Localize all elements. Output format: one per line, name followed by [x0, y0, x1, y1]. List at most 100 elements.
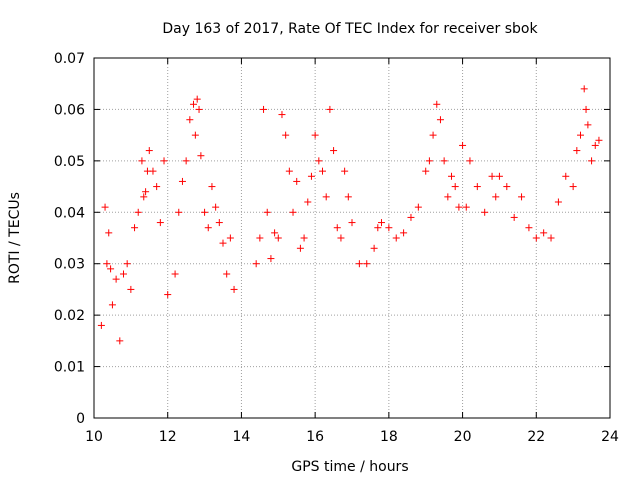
data-point [554, 198, 562, 206]
axis-ticks: 0 0.01 0.02 0.03 0.04 0.05 0.06 0.07 10 12 14 16 18 2… [54, 51, 619, 445]
data-point [219, 239, 227, 247]
data-point [215, 219, 223, 227]
data-point [103, 260, 111, 268]
data-point [190, 100, 198, 108]
x-axis-label: GPS time / hours [291, 459, 408, 475]
data-point [407, 213, 415, 221]
data-point [488, 172, 496, 180]
data-point [193, 95, 201, 103]
data-point [252, 260, 260, 268]
data-point [186, 116, 194, 124]
data-point [116, 337, 124, 345]
data-point [307, 172, 315, 180]
y-tick-label: 0.05 [54, 154, 85, 170]
x-tick-label: 22 [527, 429, 545, 445]
data-point [355, 260, 363, 268]
data-point [322, 193, 330, 201]
data-point [315, 157, 323, 165]
data-point [296, 244, 304, 252]
data-point [451, 183, 459, 191]
x-tick-label: 14 [233, 429, 251, 445]
y-tick-label: 0.03 [54, 257, 85, 273]
chart-title: Day 163 of 2017, Rate Of TEC Index for r… [162, 21, 538, 37]
data-point [584, 121, 592, 129]
data-point [436, 116, 444, 124]
data-point [595, 136, 603, 144]
data-point [503, 183, 511, 191]
data-point [256, 234, 264, 242]
x-tick-label: 18 [380, 429, 398, 445]
data-point [293, 177, 301, 185]
data-point [201, 208, 209, 216]
data-point [108, 301, 116, 309]
data-point [495, 172, 503, 180]
data-point [370, 244, 378, 252]
data-point [105, 229, 113, 237]
data-point [212, 203, 220, 211]
data-point [462, 203, 470, 211]
data-point [573, 147, 581, 155]
data-point [532, 234, 540, 242]
data-point [311, 131, 319, 139]
data-point [562, 172, 570, 180]
data-point [363, 260, 371, 268]
x-tick-label: 10 [85, 429, 103, 445]
data-point [197, 152, 205, 160]
data-point [223, 270, 231, 278]
data-point [429, 131, 437, 139]
data-point [271, 229, 279, 237]
data-points [97, 85, 603, 345]
data-point [149, 167, 157, 175]
data-point [208, 183, 216, 191]
data-point [164, 291, 172, 299]
data-point [123, 260, 131, 268]
data-point [260, 105, 268, 113]
data-point [282, 131, 290, 139]
data-point [156, 219, 164, 227]
data-point [97, 321, 105, 329]
data-point [433, 100, 441, 108]
data-point [230, 285, 238, 293]
data-point [377, 219, 385, 227]
data-point [142, 188, 150, 196]
data-point [191, 131, 199, 139]
x-tick-label: 12 [159, 429, 177, 445]
data-point [131, 224, 139, 232]
data-point [510, 213, 518, 221]
data-point [444, 193, 452, 201]
data-point [385, 224, 393, 232]
data-point [119, 270, 127, 278]
data-point [127, 285, 135, 293]
data-point [440, 157, 448, 165]
data-point [226, 234, 234, 242]
data-point [459, 141, 467, 149]
data-point [138, 157, 146, 165]
data-point [145, 147, 153, 155]
data-point [337, 234, 345, 242]
y-tick-label: 0.07 [54, 51, 85, 67]
data-point [588, 157, 596, 165]
data-point [263, 208, 271, 216]
data-point [414, 203, 422, 211]
data-point [326, 105, 334, 113]
data-point [580, 85, 588, 93]
data-point [274, 234, 282, 242]
data-point [182, 157, 190, 165]
data-point [344, 193, 352, 201]
y-tick-label: 0.02 [54, 308, 85, 324]
data-point [171, 270, 179, 278]
grid-lines [94, 58, 610, 418]
data-point [330, 147, 338, 155]
y-tick-label: 0.04 [54, 205, 85, 221]
x-tick-label: 20 [454, 429, 472, 445]
data-point [582, 105, 590, 113]
data-point [267, 255, 275, 263]
y-tick-label: 0 [76, 411, 85, 427]
data-point [525, 224, 533, 232]
data-point [319, 167, 327, 175]
data-point [473, 183, 481, 191]
data-point [577, 131, 585, 139]
y-axis-label: ROTI / TECUs [7, 192, 23, 284]
data-point [304, 198, 312, 206]
data-point [112, 275, 120, 283]
